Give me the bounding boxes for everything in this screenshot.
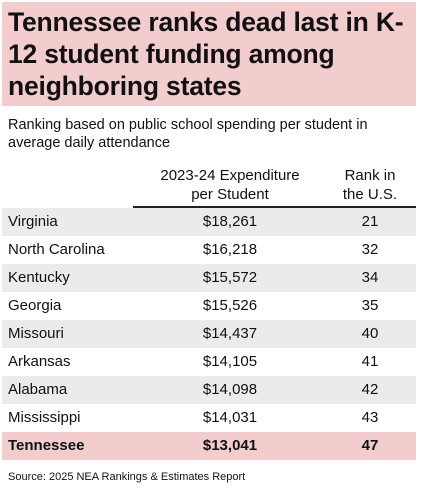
state-cell: Tennessee [8, 437, 85, 454]
table-row: Georgia $15,526 35 [2, 292, 416, 320]
subtitle: Ranking based on public school spending … [8, 117, 368, 151]
table-row: Alabama $14,098 42 [2, 376, 416, 404]
table-row: Kentucky $15,572 34 [2, 264, 416, 292]
table-row: Missouri $14,437 40 [2, 320, 416, 348]
expenditure-cell: $14,437 [202, 325, 258, 342]
rank-cell: 41 [361, 353, 379, 370]
state-cell: Virginia [8, 213, 58, 230]
expenditure-cell: $16,218 [202, 241, 258, 258]
header-line: per Student [191, 186, 269, 203]
expenditure-cell: $15,526 [202, 297, 258, 314]
title: Tennessee ranks dead last in K-12 studen… [8, 7, 404, 101]
source: Source: 2025 NEA Rankings & Estimates Re… [8, 471, 246, 483]
rank-cell: 35 [361, 297, 379, 314]
column-header: Rank in the U.S. [330, 166, 410, 204]
state-cell: Kentucky [8, 269, 70, 286]
rank-cell: 47 [361, 437, 379, 454]
state-cell: Arkansas [8, 353, 71, 370]
rank-cell: 34 [361, 269, 379, 286]
header-line: Rank in [344, 167, 396, 184]
state-cell: Georgia [8, 297, 62, 314]
state-cell: North Carolina [8, 241, 105, 258]
table-row: North Carolina $16,218 32 [2, 236, 416, 264]
header-line: 2023-24 Expenditure [160, 167, 300, 184]
expenditure-cell: $18,261 [202, 213, 258, 230]
rank-cell: 42 [361, 381, 379, 398]
expenditure-cell: $14,031 [202, 409, 258, 426]
header-rule [133, 206, 416, 208]
column-header: 2023-24 Expenditure per Student [140, 166, 320, 204]
state-cell: Mississippi [8, 409, 81, 426]
rank-cell: 32 [361, 241, 379, 258]
state-cell: Alabama [8, 381, 68, 398]
table-row: Mississippi $14,031 43 [2, 404, 416, 432]
table-row: Tennessee $13,041 47 [2, 432, 416, 460]
expenditure-cell: $13,041 [202, 437, 258, 454]
table-row: Virginia $18,261 21 [2, 208, 416, 236]
state-cell: Missouri [8, 325, 64, 342]
table-body: Virginia $18,261 21 North Carolina $16,218 32… [2, 208, 416, 460]
title-box: Tennessee ranks dead last in K-12 studen… [2, 2, 416, 106]
rank-cell: 21 [361, 213, 379, 230]
header-line: the U.S. [342, 186, 398, 203]
expenditure-cell: $15,572 [202, 269, 258, 286]
rank-cell: 43 [361, 409, 379, 426]
expenditure-cell: $14,098 [202, 381, 258, 398]
table-row: Arkansas $14,105 41 [2, 348, 416, 376]
rank-cell: 40 [361, 325, 379, 342]
expenditure-cell: $14,105 [202, 353, 258, 370]
